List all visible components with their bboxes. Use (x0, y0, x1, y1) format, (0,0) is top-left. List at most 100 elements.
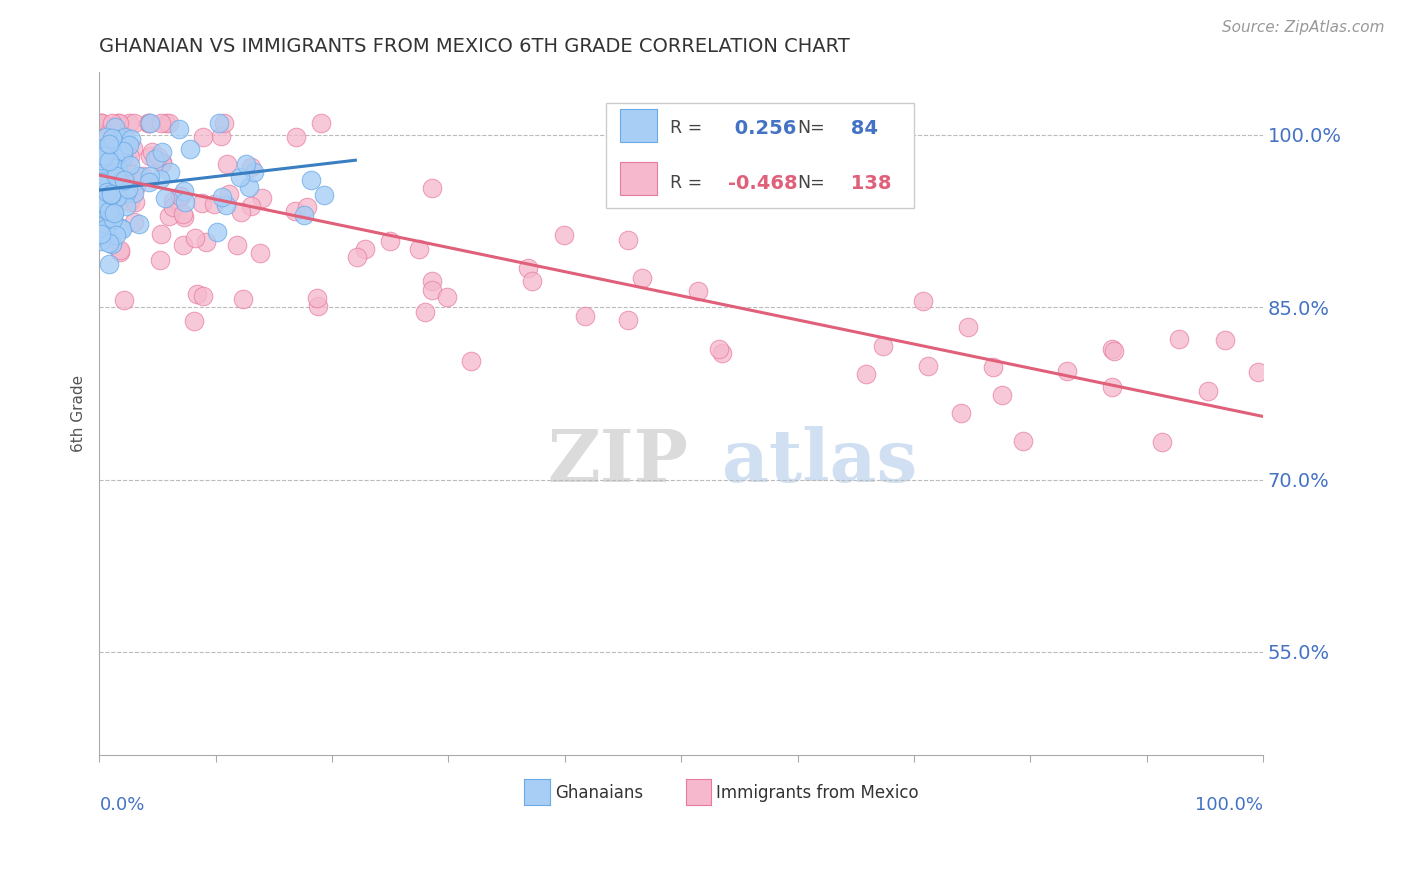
Point (872, 339, 894, 353)
FancyBboxPatch shape (606, 103, 914, 209)
Point (94, 163, 117, 178)
Text: 0.0%: 0.0% (100, 797, 145, 814)
Point (170, 189, 193, 203)
Text: Ghanaians: Ghanaians (555, 784, 644, 802)
Text: N=: N= (797, 174, 825, 192)
Point (162, 194, 184, 208)
Point (132, 169, 155, 184)
Point (107, 131, 129, 145)
Point (125, 179, 148, 194)
Point (169, 122, 191, 136)
Point (238, 179, 260, 194)
Point (1102, 343, 1125, 358)
Text: 84: 84 (844, 119, 879, 138)
Point (122, 116, 145, 130)
Y-axis label: 6th Grade: 6th Grade (72, 375, 86, 452)
Point (100, 210, 122, 224)
Point (107, 162, 129, 177)
Point (100, 187, 122, 202)
Point (149, 171, 172, 186)
Point (100, 187, 122, 202)
Text: 100.0%: 100.0% (1195, 797, 1263, 814)
Point (415, 305, 437, 319)
Point (93, 169, 115, 184)
Point (103, 150, 125, 164)
Point (1168, 332, 1191, 346)
Point (460, 354, 482, 368)
Point (1197, 384, 1219, 398)
Point (101, 212, 124, 227)
Point (105, 165, 128, 179)
Point (90, 175, 112, 189)
Point (120, 132, 142, 146)
Point (104, 120, 127, 134)
Point (208, 116, 231, 130)
Point (122, 215, 145, 229)
Point (104, 183, 127, 197)
Point (90, 235, 112, 249)
Text: N=: N= (797, 120, 825, 137)
Point (117, 182, 139, 196)
Point (193, 130, 215, 145)
Point (90, 116, 112, 130)
Point (112, 293, 135, 307)
Point (616, 233, 638, 247)
Point (112, 151, 135, 165)
Text: ZIP: ZIP (547, 425, 689, 497)
Point (354, 243, 377, 257)
Point (378, 234, 401, 248)
Point (96, 150, 118, 164)
Point (96, 221, 118, 235)
Point (285, 129, 308, 144)
Point (104, 161, 127, 175)
Point (139, 169, 162, 183)
Point (100, 164, 122, 178)
Point (616, 313, 638, 327)
Point (103, 163, 125, 178)
Point (128, 217, 150, 231)
Point (93, 200, 115, 214)
Point (112, 178, 135, 193)
Point (295, 200, 318, 214)
Point (110, 243, 132, 257)
Point (90, 116, 112, 130)
Point (107, 116, 129, 130)
Point (90, 195, 112, 210)
Point (100, 163, 122, 178)
Point (307, 291, 329, 305)
Point (101, 208, 124, 222)
Point (631, 271, 654, 285)
Point (93, 228, 115, 243)
Text: atlas: atlas (721, 425, 917, 497)
Point (150, 116, 173, 130)
Point (90, 165, 112, 179)
Text: 0.256: 0.256 (728, 119, 796, 138)
Point (94, 129, 117, 144)
Point (104, 169, 127, 183)
Point (136, 116, 159, 130)
Point (90, 223, 112, 237)
Point (173, 184, 195, 198)
Point (120, 158, 142, 172)
Point (111, 180, 134, 194)
Point (707, 343, 730, 357)
Text: R =: R = (669, 120, 702, 137)
Point (97, 168, 120, 182)
Point (97, 235, 120, 250)
Point (250, 191, 273, 205)
Point (100, 137, 122, 152)
Point (212, 116, 235, 130)
Point (98, 204, 121, 219)
Point (101, 116, 124, 130)
Point (235, 157, 257, 171)
Point (408, 242, 430, 256)
Point (90, 227, 112, 241)
Point (686, 284, 709, 298)
Point (215, 157, 238, 171)
Point (184, 230, 207, 244)
Text: GHANAIAN VS IMMIGRANTS FROM MEXICO 6TH GRADE CORRELATION CHART: GHANAIAN VS IMMIGRANTS FROM MEXICO 6TH G… (100, 37, 851, 56)
Point (855, 367, 877, 381)
Point (420, 274, 443, 288)
Point (120, 194, 142, 209)
Point (150, 154, 173, 169)
